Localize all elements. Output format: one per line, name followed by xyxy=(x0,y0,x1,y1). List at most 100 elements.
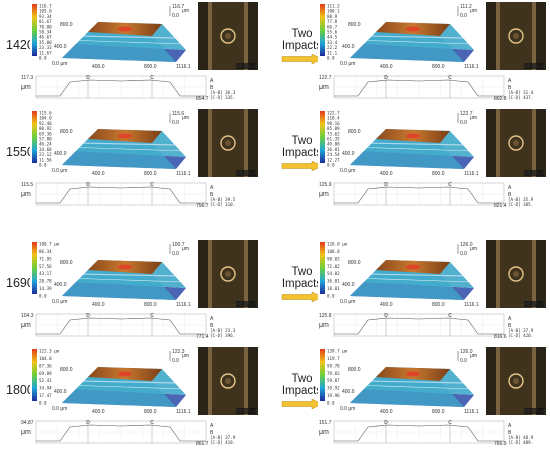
y-tick-label-2: 400.0 xyxy=(342,389,355,395)
profile-end-label: 861.7 xyxy=(196,441,209,445)
surface-wall-front xyxy=(350,377,464,407)
y-tick-label-2: 400.0 xyxy=(54,151,67,157)
profile-cut-line xyxy=(351,384,473,390)
impact-crater xyxy=(220,373,236,389)
origin-label: 0.0 μm xyxy=(52,299,67,305)
arrow-icon xyxy=(281,54,323,64)
micrograph-left: 300.00 μm xyxy=(198,2,258,70)
profile-unit-label: μm xyxy=(319,429,329,436)
x-tick-label-1: 400.0 xyxy=(380,302,393,308)
scale-bar-label: 300.00 μm xyxy=(235,302,258,307)
x-tick-label-2: 800.0 xyxy=(144,409,157,415)
colorbar-label: 33.4 xyxy=(327,40,338,45)
colorbar-label: 0.0 xyxy=(327,294,335,299)
colorbar-label: 87.36 xyxy=(39,363,52,368)
colorbar-label: 0.0 xyxy=(39,401,47,406)
colorbar-label: 122.3 μm xyxy=(39,349,60,354)
marker-c: C xyxy=(448,75,452,81)
colorbar-label: 22.2 xyxy=(327,45,338,50)
y-tick-label: 800.0 xyxy=(348,260,361,266)
colorbar-label: 92.48 xyxy=(39,121,52,126)
marker-b: B xyxy=(508,85,512,91)
profile-panel-right: D C 151.7 μm 765.9 AB[A-B] 40.98μm[C-D] 489.5… xyxy=(318,419,541,450)
x-tick-label-1: 400.0 xyxy=(380,409,393,415)
colorbar xyxy=(320,349,325,401)
arrow-icon xyxy=(281,161,323,171)
scale-bar-label: 300.00 μm xyxy=(235,409,258,414)
profile-top-label: 151.7 xyxy=(319,420,332,426)
surface-wall-front xyxy=(62,139,176,169)
measure-ab: [A-B] 35.98μm xyxy=(508,197,533,202)
impact-spot xyxy=(406,133,420,139)
x-tick-label-1: 400.0 xyxy=(380,171,393,177)
colorbar-label: 28.78 xyxy=(39,279,52,284)
x-end-label: 1116.1 xyxy=(176,171,191,177)
surface-wall-front xyxy=(350,270,464,300)
measure-ab: [A-B] 39.56μm xyxy=(210,197,235,202)
profile-unit-label: μm xyxy=(319,191,329,198)
impact-spot xyxy=(118,133,132,139)
colorbar-label: 81.67 xyxy=(39,19,52,24)
impact-crater xyxy=(220,266,236,282)
two-impacts-label: Two Impacts xyxy=(276,266,328,290)
photo-panel-left: 300.00 μm xyxy=(198,2,258,70)
micrograph-right: 300.00 μm xyxy=(486,347,546,415)
colorbar-label: 66.7 xyxy=(327,24,338,29)
micrograph-left: 300.00 μm xyxy=(198,240,258,308)
colorbar-label: 77.8 xyxy=(327,19,338,24)
profile-curve xyxy=(334,79,504,97)
z-max-label: 116.7 xyxy=(172,4,184,10)
colorbar xyxy=(32,111,37,163)
colorbar-label: 46.24 xyxy=(39,142,52,147)
z-zero-label: 0.0 xyxy=(460,120,467,126)
origin-label: 0.0 μm xyxy=(340,168,355,174)
measure-ab: [A-B] 40.98μm xyxy=(508,435,533,440)
profile-panel-left: D C 115.5 μm 756.7 AB[A-B] 39.56μm[C-D] 310.7… xyxy=(20,181,243,212)
z-max-label: 126.0 xyxy=(460,242,473,248)
x-tick-label-1: 400.0 xyxy=(92,409,105,415)
profile-top-label: 104.3 xyxy=(21,313,34,319)
colorbar-label: 0.0 xyxy=(327,163,335,168)
profile-unit-label: μm xyxy=(21,191,31,198)
surface-scan-left: 116.7105.093.3481.6770.0058.3446.6735.00… xyxy=(32,4,191,70)
colorbar-label: 24.54 xyxy=(327,152,340,157)
colorbar xyxy=(32,4,37,56)
y-tick-label-2: 400.0 xyxy=(342,282,355,288)
profile-plot-left: D C 115.5 μm 756.7 AB[A-B] 39.56μm[C-D] 310.7… xyxy=(21,182,243,209)
measure-cd: [C-D] 396.1μm xyxy=(210,333,235,338)
x-tick-label-1: 400.0 xyxy=(92,64,105,70)
profile-unit-label: μm xyxy=(21,429,31,436)
marker-d: D xyxy=(384,313,388,319)
colorbar-label: 14.39 xyxy=(39,286,52,291)
x-tick-label-2: 800.0 xyxy=(144,302,157,308)
impact-spot xyxy=(406,371,420,377)
scan-panel-left: 122.3 μm 104.8 87.36 69.89 52.41 34.94 17.47 0.… xyxy=(30,347,195,420)
colorbar-label: 0.0 xyxy=(327,401,335,406)
y-tick-label-2: 400.0 xyxy=(342,151,355,157)
colorbar-label: 104.8 xyxy=(39,356,52,361)
colorbar-label: 88.9 xyxy=(327,14,338,19)
profile-end-label: 756.7 xyxy=(196,203,209,207)
colorbar-label: 17.47 xyxy=(39,393,52,398)
colorbar-label: 79.83 xyxy=(327,371,340,376)
profile-curve xyxy=(36,79,206,97)
z-zero-label: 0.0 xyxy=(172,251,179,257)
profile-plot-right: D C 151.7 μm 765.9 AB[A-B] 40.98μm[C-D] 489.5… xyxy=(319,420,541,447)
z-unit-label: μm xyxy=(470,353,477,359)
colorbar-label: 23.33 xyxy=(39,45,52,50)
colorbar-label: 126.0 μm xyxy=(327,242,348,247)
z-zero-label: 0.0 xyxy=(172,13,179,19)
y-tick-label-2: 400.0 xyxy=(54,389,67,395)
colorbar-label: 110.4 xyxy=(327,116,340,121)
colorbar-label: 73.62 xyxy=(327,131,340,136)
marker-d: D xyxy=(86,75,90,81)
profile-end-label: 854.7 xyxy=(196,96,209,100)
z-max-label: 122.3 xyxy=(172,349,185,355)
colorbar-label: 11.56 xyxy=(39,157,52,162)
colorbar-label: 43.17 xyxy=(39,271,52,276)
marker-c: C xyxy=(150,182,154,188)
x-tick-label-2: 800.0 xyxy=(432,302,445,308)
colorbar-label: 85.89 xyxy=(327,126,340,131)
impact-spot xyxy=(118,264,132,270)
z-unit-label: μm xyxy=(182,246,189,252)
